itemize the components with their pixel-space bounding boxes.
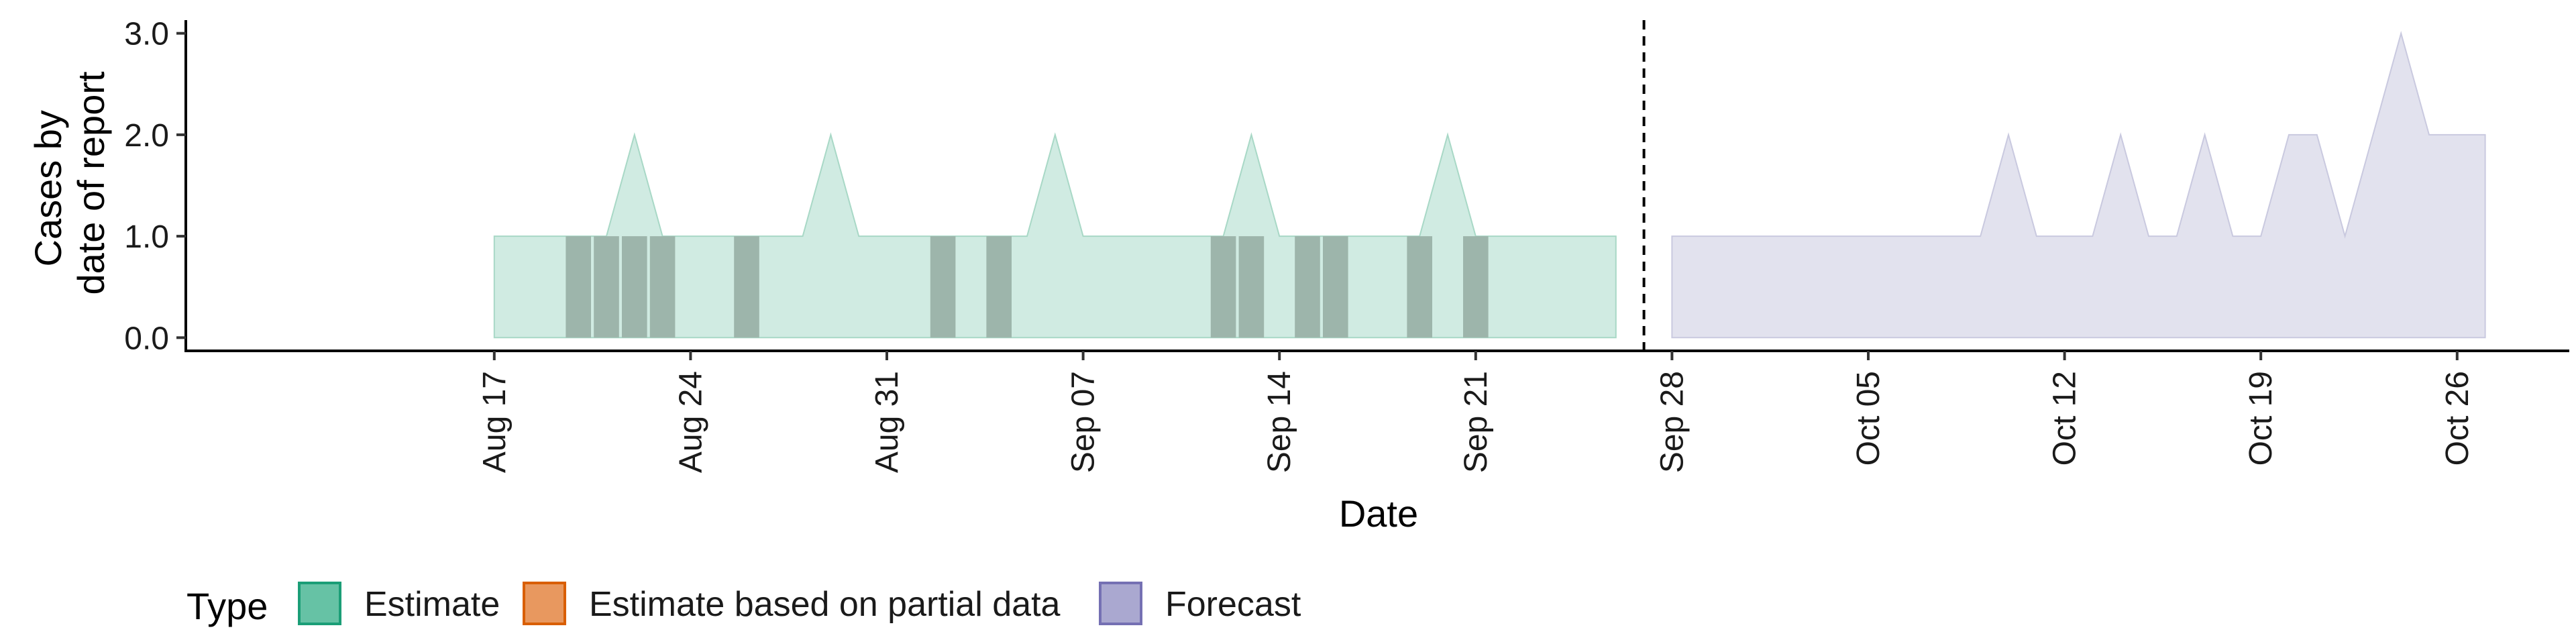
x-tick-label: Oct 26	[2440, 371, 2475, 466]
x-tick-label: Aug 31	[869, 371, 905, 473]
x-tick-label: Sep 21	[1458, 371, 1494, 473]
legend-label-estimate: Estimate	[364, 585, 500, 624]
legend-title: Type	[186, 585, 268, 627]
ribbon-forecast	[1671, 30, 2486, 339]
y-axis-title: Cases by date of report	[27, 71, 112, 295]
y-tick-label: 0.0	[124, 321, 169, 356]
y-tick-label: 1.0	[124, 219, 169, 255]
y-axis-title-line-2: date of report	[70, 71, 112, 295]
x-tick-label: Aug 24	[673, 371, 708, 473]
x-axis-title: Date	[1339, 492, 1418, 535]
x-tick-label: Oct 12	[2047, 371, 2083, 466]
observed-bar	[1210, 236, 1236, 338]
plot-area	[493, 20, 2486, 351]
x-tick-label: Sep 14	[1262, 371, 1297, 473]
axes: 0.0 1.0 2.0 3.0 Aug 17 Aug 24 Aug 31 Sep 07 Sep …	[124, 17, 2569, 473]
x-tick-label: Aug 17	[477, 371, 513, 473]
y-tick-label: 3.0	[124, 17, 169, 52]
x-tick-label: Sep 28	[1654, 371, 1690, 473]
observed-bar	[566, 236, 591, 338]
observed-bar	[1238, 236, 1265, 338]
observed-bar	[986, 236, 1012, 338]
legend: Type Estimate Estimate based on partial …	[186, 582, 1301, 627]
observed-bar	[734, 236, 759, 338]
observed-bar	[1323, 236, 1348, 338]
x-tick-label: Oct 05	[1851, 371, 1886, 466]
observed-bar	[1407, 236, 1432, 338]
observed-bar	[622, 236, 647, 338]
legend-label-partial: Estimate based on partial data	[589, 585, 1061, 624]
observed-bar	[649, 236, 676, 338]
observed-bar	[1295, 236, 1320, 338]
x-tick-label: Sep 07	[1066, 371, 1102, 473]
y-tick-label: 2.0	[124, 118, 169, 154]
legend-swatch-estimate	[298, 582, 341, 625]
observed-bar	[1463, 236, 1489, 338]
legend-swatch-forecast	[1099, 582, 1142, 625]
observed-bar	[930, 236, 956, 338]
legend-label-forecast: Forecast	[1165, 585, 1301, 624]
observed-bar	[594, 236, 619, 338]
legend-swatch-partial	[523, 582, 566, 625]
x-tick-label: Oct 19	[2243, 371, 2279, 466]
y-axis-title-line-1: Cases by	[27, 110, 69, 266]
